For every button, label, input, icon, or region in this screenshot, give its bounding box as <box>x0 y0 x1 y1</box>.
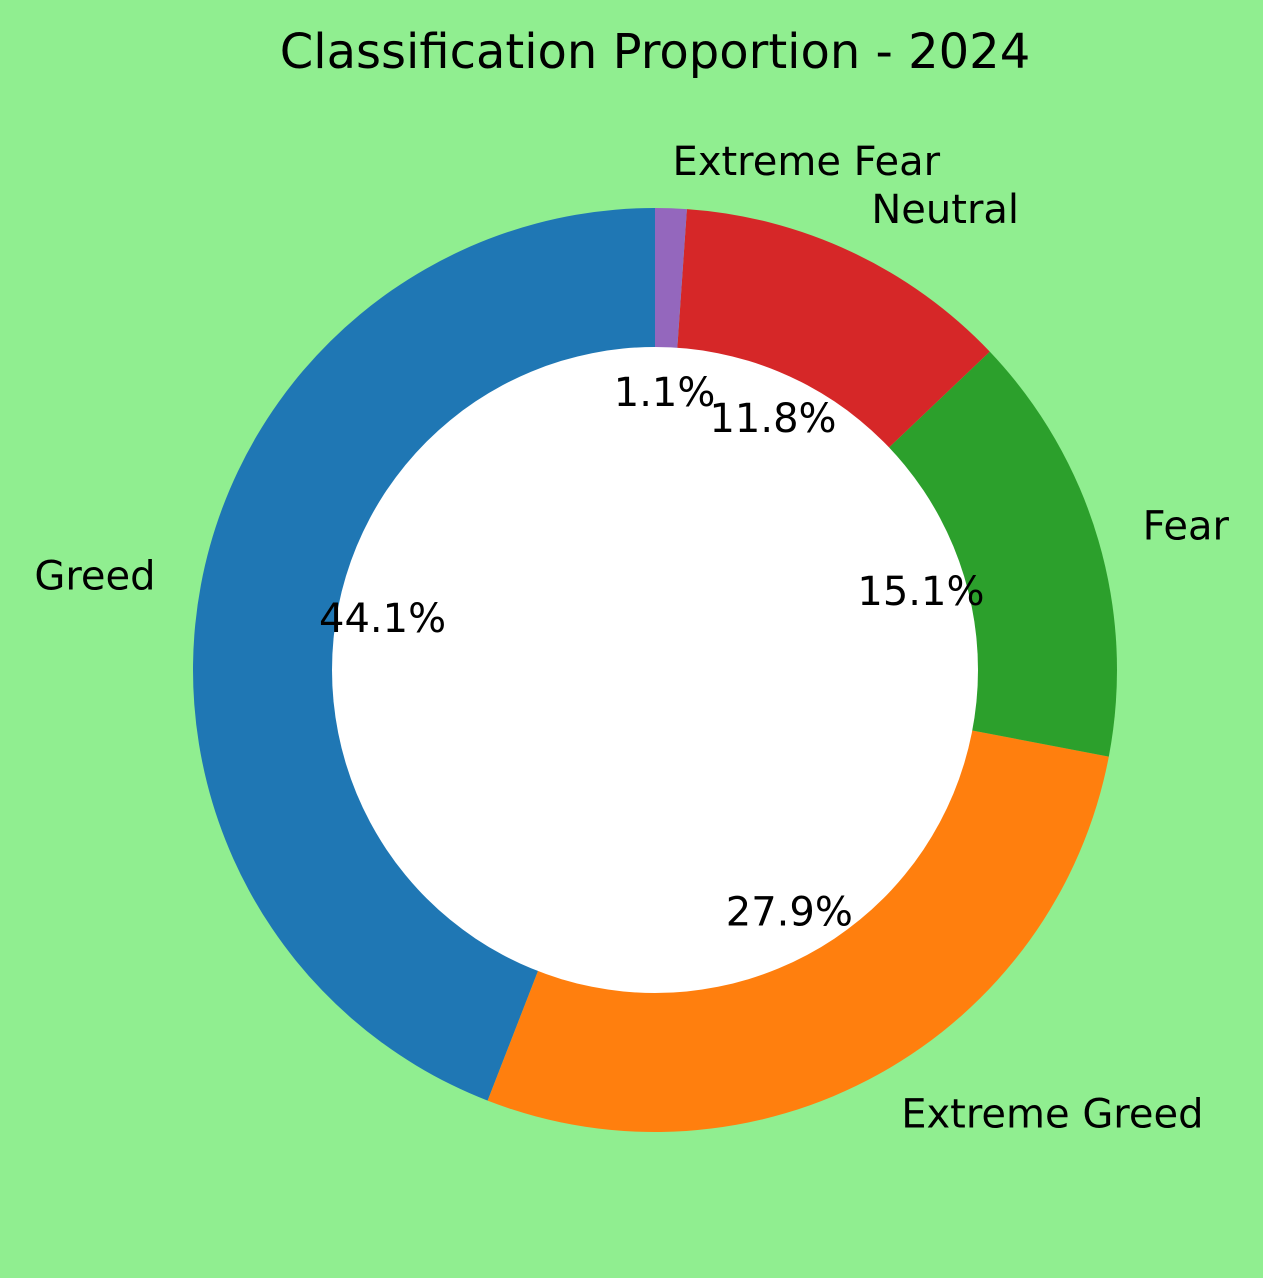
slice-label-greed: Greed <box>34 553 155 599</box>
chart-title: Classification Proportion - 2024 <box>280 24 1031 80</box>
pct-label-greed: 44.1% <box>319 596 446 642</box>
slice-label-neutral: Neutral <box>871 187 1019 233</box>
slice-label-extreme-fear: Extreme Fear <box>673 139 941 185</box>
pct-label-extreme-fear: 1.1% <box>614 370 716 416</box>
donut-hole <box>332 347 978 993</box>
pct-label-neutral: 11.8% <box>709 396 836 442</box>
pct-label-extreme-greed: 27.9% <box>726 889 853 935</box>
pct-label-fear: 15.1% <box>857 569 984 615</box>
slice-labels: Greed 44.1% Extreme Greed 27.9% Fear 15.1% Neu… <box>34 139 1229 1137</box>
slice-label-fear: Fear <box>1143 504 1230 550</box>
slice-label-extreme-greed: Extreme Greed <box>901 1092 1203 1138</box>
